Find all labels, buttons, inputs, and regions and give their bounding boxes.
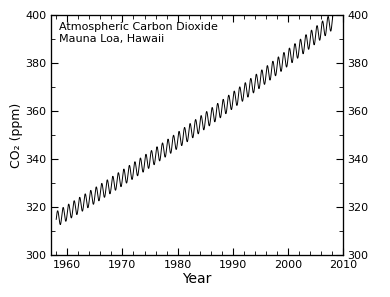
Text: Atmospheric Carbon Dioxide
Mauna Loa, Hawaii: Atmospheric Carbon Dioxide Mauna Loa, Ha…: [59, 22, 218, 44]
X-axis label: Year: Year: [182, 272, 212, 286]
Y-axis label: CO₂ (ppm): CO₂ (ppm): [10, 102, 23, 168]
